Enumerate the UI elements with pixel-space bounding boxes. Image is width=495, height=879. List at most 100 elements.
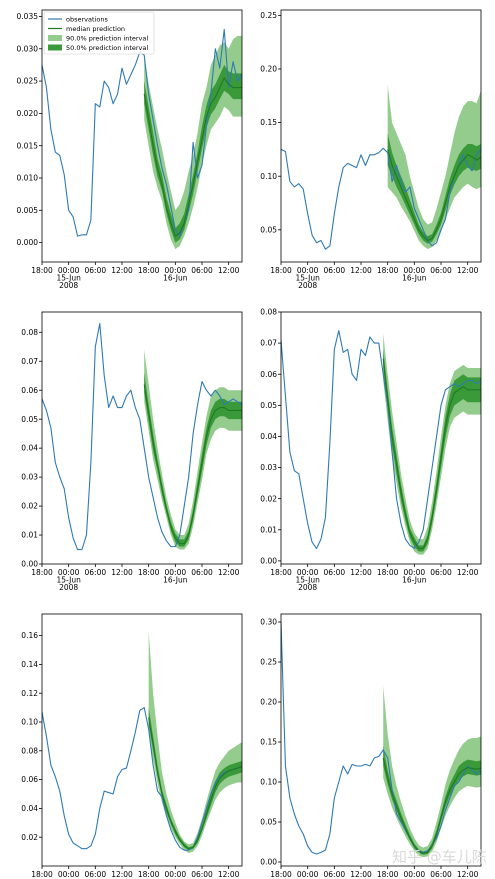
- y-tick-label: 0.04: [21, 804, 38, 813]
- x-tick-label: 18:00: [31, 568, 53, 577]
- y-tick-label: 0.25: [260, 11, 277, 20]
- band-50-interval: [383, 349, 481, 552]
- y-tick-label: 0.02: [260, 494, 277, 503]
- y-tick-label: 0.000: [17, 238, 39, 247]
- plot-area: [42, 323, 242, 551]
- y-tick-label: 0.07: [260, 339, 277, 348]
- x-tick-label: 00:00: [58, 568, 80, 577]
- observations-line: [281, 147, 481, 250]
- y-tick-label: 0.05: [21, 415, 38, 424]
- legend-label: 50.0% prediction interval: [66, 44, 148, 52]
- band-50-interval: [144, 64, 242, 243]
- x-tick-label: 00:00: [297, 870, 319, 879]
- y-tick-label: 0.15: [260, 738, 277, 747]
- x-tick-label: 16-Jun: [163, 576, 188, 585]
- legend-label: observations: [66, 15, 108, 23]
- x-tick-label: 16-Jun: [402, 576, 427, 585]
- x-tick-label: 00:00: [165, 266, 187, 275]
- axes-frame: [280, 613, 482, 867]
- median-prediction-line: [143, 77, 242, 237]
- y-tick-label: 0.035: [17, 12, 39, 21]
- x-tick-label: 18:00: [377, 266, 399, 275]
- y-tick-label: 0.06: [21, 386, 38, 395]
- x-tick-label: 18:00: [138, 266, 160, 275]
- x-tick-label: 2008: [59, 281, 78, 290]
- x-tick-label: 00:00: [404, 568, 426, 577]
- y-tick-label: 0.00: [260, 556, 277, 565]
- x-tick-label: 12:00: [350, 870, 372, 879]
- axes-frame: [41, 9, 243, 263]
- y-tick-label: 0.05: [260, 401, 277, 410]
- x-tick-label: 18:00: [31, 870, 53, 879]
- x-tick-label: 15-Jun: [56, 576, 81, 585]
- legend-label: 90.0% prediction interval: [66, 34, 148, 42]
- x-tick-label: 12:00: [111, 568, 133, 577]
- x-tick-label: 18:00: [270, 568, 292, 577]
- y-tick-label: 0.010: [17, 174, 39, 183]
- chart-panel-1: 0.000 0.005 0.010 0.015 0.020 0.025 0.030 0.035…: [17, 9, 243, 290]
- x-tick-label: 18:00: [138, 568, 160, 577]
- x-tick-label: 12:00: [457, 568, 479, 577]
- legend-swatch: [48, 44, 62, 51]
- x-tick-label: 06:00: [191, 870, 213, 879]
- y-tick-label: 0.00: [21, 560, 38, 569]
- y-tick-label: 0.08: [21, 746, 38, 755]
- x-tick-label: 12:00: [350, 266, 372, 275]
- y-tick-label: 0.00: [260, 858, 277, 867]
- y-tick-label: 0.02: [21, 502, 38, 511]
- y-tick-label: 0.02: [21, 833, 38, 842]
- x-tick-label: 12:00: [457, 266, 479, 275]
- chart-panel-3: 0.00 0.01 0.02 0.03 0.04 0.05 0.06 0.07 0.08 18:0…: [21, 311, 243, 592]
- median-prediction-line: [382, 358, 481, 549]
- y-tick-label: 0.16: [21, 631, 38, 640]
- x-tick-label: 15-Jun: [56, 274, 81, 283]
- plot-area: [281, 621, 481, 858]
- y-tick-label: 0.14: [21, 660, 38, 669]
- observations-line: [42, 707, 242, 851]
- plot-area: [42, 631, 242, 854]
- y-tick-label: 0.20: [260, 65, 277, 74]
- legend-swatch: [48, 35, 62, 41]
- y-tick-label: 0.30: [260, 618, 277, 627]
- y-tick-label: 0.08: [260, 308, 277, 317]
- x-tick-label: 2008: [298, 583, 317, 592]
- x-tick-label: 2008: [59, 583, 78, 592]
- axes-frame: [41, 613, 243, 867]
- x-tick-label: 12:00: [457, 870, 479, 879]
- chart-panel-4: 0.00 0.01 0.02 0.03 0.04 0.05 0.06 0.07 0.08 18:0…: [260, 308, 482, 592]
- y-tick-label: 0.12: [21, 689, 38, 698]
- chart-panel-6: 0.00 0.05 0.10 0.15 0.20 0.25 0.30 18:00 00:00 06…: [260, 613, 482, 879]
- legend-label: median prediction: [66, 25, 125, 33]
- y-tick-label: 0.04: [260, 432, 277, 441]
- median-prediction-line: [387, 149, 481, 242]
- x-tick-label: 06:00: [430, 568, 452, 577]
- x-tick-label: 18:00: [31, 266, 53, 275]
- x-tick-label: 15-Jun: [295, 274, 320, 283]
- x-tick-label: 18:00: [270, 266, 292, 275]
- plot-area: [281, 85, 481, 250]
- x-tick-label: 12:00: [218, 568, 240, 577]
- y-tick-label: 0.20: [260, 698, 277, 707]
- y-tick-label: 0.10: [260, 778, 277, 787]
- observations-line: [281, 330, 481, 549]
- y-tick-label: 0.020: [17, 109, 39, 118]
- y-tick-label: 0.03: [260, 463, 277, 472]
- y-tick-label: 0.015: [17, 141, 39, 150]
- x-tick-label: 15-Jun: [295, 576, 320, 585]
- y-tick-label: 0.05: [260, 818, 277, 827]
- x-tick-label: 18:00: [377, 568, 399, 577]
- band-50-interval: [387, 133, 481, 244]
- x-tick-label: 00:00: [165, 568, 187, 577]
- y-tick-label: 0.25: [260, 658, 277, 667]
- panels: 0.0000.0050.0100.0150.0200.0250.0300.035…: [17, 9, 482, 879]
- axes-frame: [280, 311, 482, 565]
- x-tick-label: 18:00: [377, 870, 399, 879]
- observations-line: [42, 323, 242, 551]
- x-tick-label: 00:00: [404, 870, 426, 879]
- y-tick-label: 0.15: [260, 118, 277, 127]
- y-tick-label: 0.06: [21, 775, 38, 784]
- watermark: 知乎 @车儿陈: [392, 848, 487, 866]
- x-tick-label: 12:00: [111, 870, 133, 879]
- x-tick-label: 06:00: [430, 870, 452, 879]
